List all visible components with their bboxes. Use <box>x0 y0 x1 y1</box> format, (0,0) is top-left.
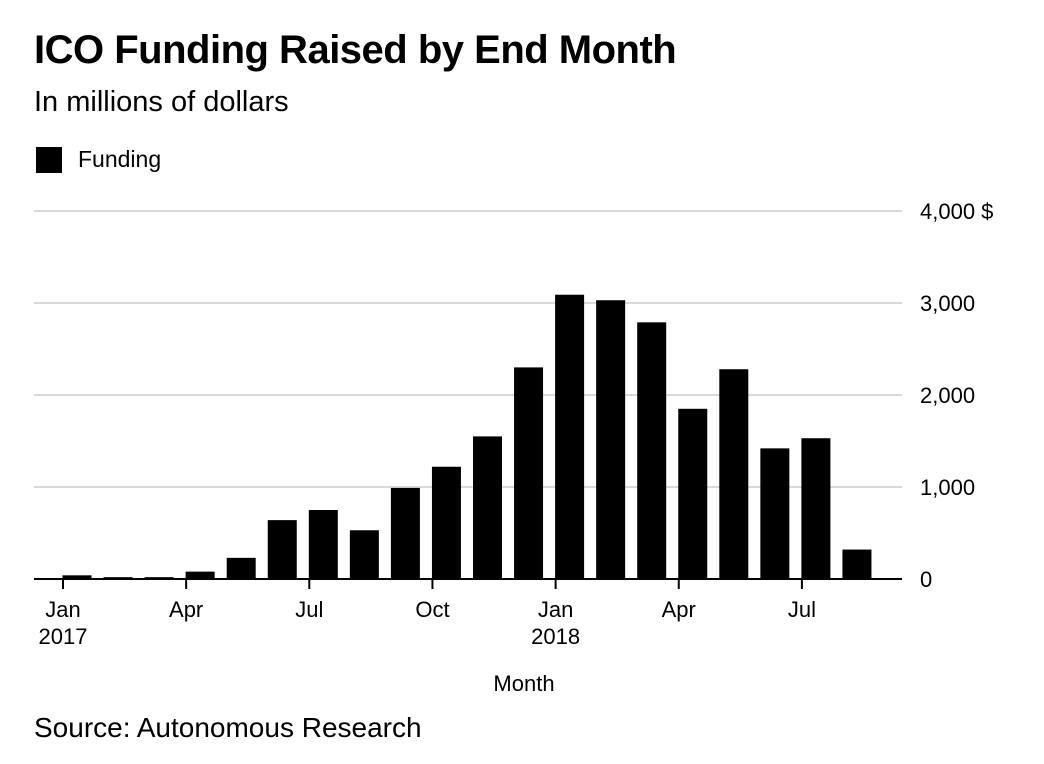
bar <box>596 300 626 579</box>
source-note: Source: Autonomous Research <box>34 712 422 743</box>
bar <box>719 369 749 579</box>
bar <box>514 367 544 579</box>
x-tick-label: Oct <box>415 597 449 622</box>
x-tick-label: Jan <box>538 597 573 622</box>
x-tick-sublabel: 2018 <box>531 624 580 649</box>
bar <box>555 294 585 579</box>
x-axis-label: Month <box>493 671 554 696</box>
y-tick-label: 3,000 <box>920 291 975 316</box>
y-tick-label: 2,000 <box>920 383 975 408</box>
x-tick-sublabel: 2017 <box>39 624 88 649</box>
x-tick-label: Jul <box>295 597 323 622</box>
bar <box>801 438 831 579</box>
legend-label: Funding <box>78 146 162 172</box>
bar <box>390 487 420 579</box>
bar <box>473 436 502 579</box>
y-axis-tick-labels: 0 1,000 2,000 3,000 4,000 $ <box>920 199 993 592</box>
y-tick-label: 1,000 <box>920 475 975 500</box>
grid-lines <box>34 210 902 488</box>
bar <box>62 575 92 579</box>
bar <box>760 448 790 579</box>
bar <box>678 408 708 579</box>
bars <box>62 294 872 579</box>
bar <box>185 571 215 579</box>
y-tick-label: 0 <box>920 567 932 592</box>
chart-subtitle: In millions of dollars <box>34 86 289 118</box>
legend-swatch <box>36 146 62 173</box>
bar <box>308 510 338 579</box>
bar <box>637 322 667 579</box>
bar <box>349 530 379 579</box>
x-tick-label: Jul <box>788 597 816 622</box>
bar <box>226 557 256 579</box>
bar <box>267 520 297 579</box>
y-tick-label: 4,000 $ <box>920 199 993 224</box>
x-tick-label: Apr <box>662 597 696 622</box>
bar <box>842 549 872 579</box>
legend: Funding <box>36 146 161 173</box>
x-tick-label: Jan <box>45 597 80 622</box>
x-tick-label: Apr <box>169 597 203 622</box>
chart-title: ICO Funding Raised by End Month <box>34 28 677 72</box>
bar <box>431 466 461 579</box>
